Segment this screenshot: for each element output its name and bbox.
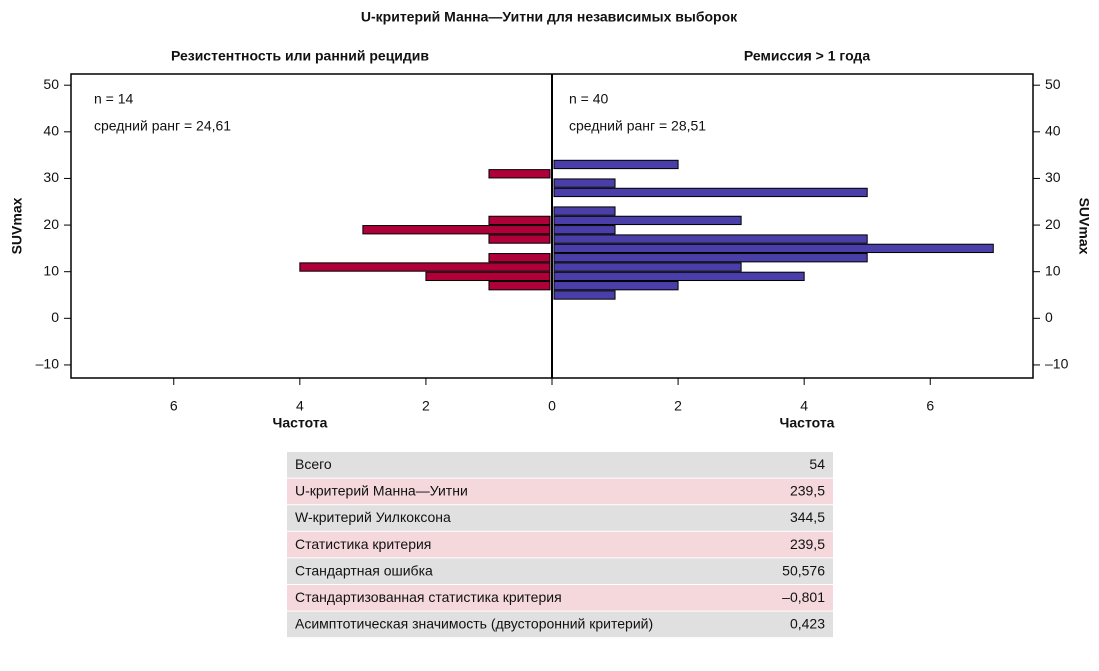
table-label: Стандартная ошибка <box>295 562 433 578</box>
bar <box>553 187 868 198</box>
bar <box>553 243 994 254</box>
y-tick-label: 30 <box>43 169 59 185</box>
bar <box>553 253 868 263</box>
y-tick-label: 10 <box>1045 262 1061 278</box>
bar <box>553 178 616 188</box>
bar <box>362 225 551 235</box>
table-label: W-критерий Уилкоксона <box>295 509 451 525</box>
bar <box>553 215 742 226</box>
table-row <box>287 611 833 638</box>
x-axis-label: Частота <box>780 415 835 431</box>
y-tick-label: 50 <box>1045 76 1061 92</box>
chart-title: U-критерий Манна—Уитни для независимых в… <box>361 9 738 25</box>
x-tick-label: 2 <box>422 398 430 414</box>
bar <box>553 290 616 300</box>
table-value: 239,5 <box>790 536 825 552</box>
y-tick-label: 0 <box>1045 309 1053 325</box>
bar <box>553 262 742 272</box>
bar <box>425 271 551 282</box>
x-tick-label: 6 <box>926 398 934 414</box>
table-row <box>287 505 833 531</box>
bar <box>488 215 551 226</box>
bar <box>299 262 551 272</box>
bar <box>553 234 868 244</box>
x-tick-label: 4 <box>800 398 808 414</box>
table-label: Стандартизованная статистика критерия <box>295 589 562 605</box>
y-tick-label: 20 <box>1045 216 1061 232</box>
annotation: средний ранг = 28,51 <box>569 118 706 134</box>
y-tick-label: 20 <box>43 216 59 232</box>
panel-title: Резистентность или ранний рецидив <box>171 48 429 64</box>
x-axis-label: Частота <box>273 415 328 431</box>
y-tick-label: –10 <box>1045 356 1069 372</box>
table-value: 344,5 <box>790 509 825 525</box>
table-value: 0,423 <box>790 616 825 632</box>
table-row <box>287 452 833 478</box>
table-row <box>287 531 833 558</box>
bar <box>553 206 616 216</box>
y-tick-label: 50 <box>43 76 59 92</box>
y-tick-label: 40 <box>43 123 59 139</box>
table-value: 54 <box>809 456 825 472</box>
table-label: U-критерий Манна—Уитни <box>295 483 468 499</box>
x-tick-label: 0 <box>548 398 556 414</box>
bar <box>553 159 679 170</box>
y-tick-label: 30 <box>1045 169 1061 185</box>
table-value: 239,5 <box>790 483 825 499</box>
table-row <box>287 478 833 505</box>
annotation: n = 40 <box>569 91 609 107</box>
bar <box>553 225 616 235</box>
y-axis-label: SUVmax <box>9 197 25 254</box>
bar <box>488 169 551 179</box>
y-tick-label: 40 <box>1045 123 1061 139</box>
y-tick-label: 0 <box>51 309 59 325</box>
bar <box>488 234 551 244</box>
table-row <box>287 585 833 611</box>
x-tick-label: 2 <box>674 398 682 414</box>
annotation: n = 14 <box>94 91 134 107</box>
table-value: –0,801 <box>782 589 825 605</box>
bar <box>553 281 679 291</box>
table-label: Всего <box>295 456 332 472</box>
table-label: Статистика критерия <box>295 536 431 552</box>
bar <box>553 271 805 282</box>
annotation: средний ранг = 24,61 <box>94 118 231 134</box>
y-tick-label: 10 <box>43 262 59 278</box>
x-tick-label: 4 <box>296 398 304 414</box>
table-value: 50,576 <box>782 562 825 578</box>
bar <box>488 281 551 291</box>
y-tick-label: –10 <box>36 356 60 372</box>
bar <box>488 253 551 263</box>
table-label: Асимптотическая значимость (двусторонний… <box>295 616 653 632</box>
x-tick-label: 6 <box>170 398 178 414</box>
y-axis-label: SUVmax <box>1076 198 1092 255</box>
table-row <box>287 558 833 584</box>
panel-title: Ремиссия > 1 года <box>744 48 870 64</box>
